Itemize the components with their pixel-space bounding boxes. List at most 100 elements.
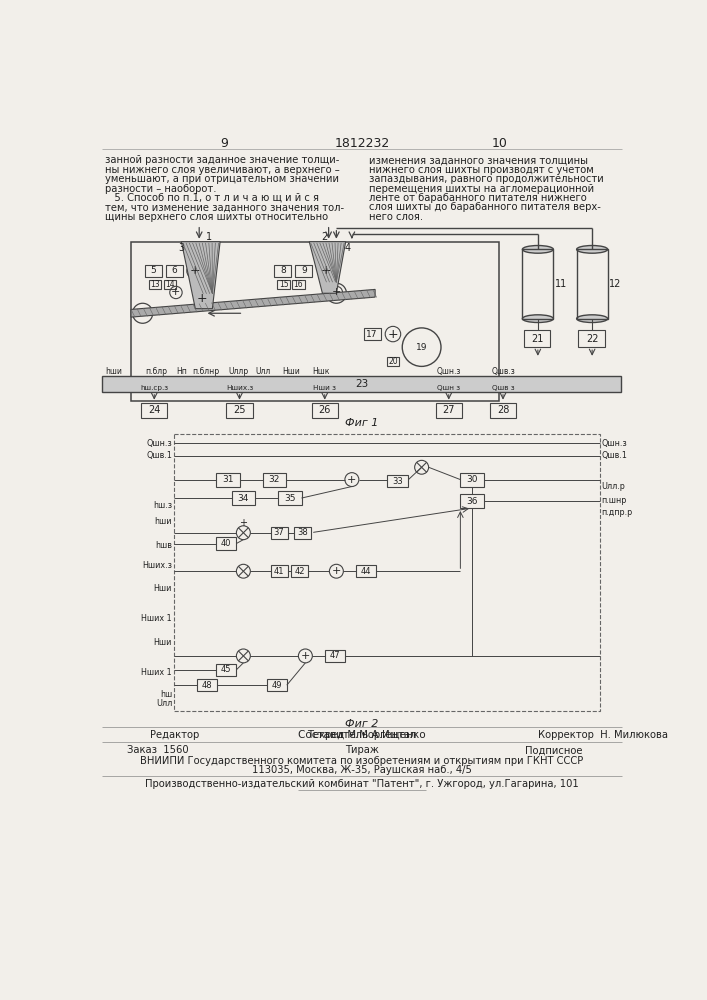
Bar: [103, 376, 621, 392]
Text: ны нижнего слоя увеличивают, а верхнего –: ны нижнего слоя увеличивают, а верхнего …: [105, 165, 340, 175]
Polygon shape: [131, 289, 375, 317]
Bar: [460, 494, 484, 508]
Bar: [197, 679, 217, 691]
Text: Qшн з: Qшн з: [437, 385, 460, 391]
Text: +: +: [321, 264, 332, 277]
Ellipse shape: [522, 246, 554, 253]
Bar: [263, 473, 286, 487]
Bar: [577, 249, 607, 319]
Text: 13: 13: [150, 280, 160, 289]
Text: 24: 24: [148, 405, 160, 415]
Text: Qшв з: Qшв з: [491, 385, 514, 391]
Text: ленте от барабанного питателя нижнего: ленте от барабанного питателя нижнего: [369, 193, 587, 203]
Bar: [174, 434, 600, 711]
Text: 11: 11: [555, 279, 567, 289]
Text: 10: 10: [491, 137, 507, 150]
Text: Нши з: Нши з: [313, 385, 337, 391]
Bar: [166, 265, 183, 277]
Text: Подписное: Подписное: [525, 745, 582, 755]
Text: 14: 14: [165, 280, 175, 289]
Text: Нши: Нши: [153, 638, 172, 647]
Bar: [292, 280, 305, 289]
Bar: [387, 357, 399, 366]
Text: +: +: [332, 566, 341, 576]
Bar: [436, 403, 462, 418]
Text: 31: 31: [222, 475, 233, 484]
Text: 1: 1: [206, 232, 212, 242]
Text: hш.з: hш.з: [153, 500, 172, 510]
Text: +: +: [347, 475, 356, 485]
Text: Корректор  Н. Милюкова: Корректор Н. Милюкова: [538, 730, 668, 740]
Bar: [274, 265, 291, 277]
Bar: [271, 565, 288, 577]
Text: перемещения шихты на агломерационной: перемещения шихты на агломерационной: [369, 184, 594, 194]
Text: 8: 8: [280, 266, 286, 275]
Text: 26: 26: [319, 405, 331, 415]
Text: Фиг 2: Фиг 2: [345, 719, 379, 729]
Bar: [356, 565, 376, 577]
Text: п.шнр: п.шнр: [602, 496, 627, 505]
Text: 6: 6: [172, 266, 177, 275]
Text: щины верхнего слоя шихты относительно: щины верхнего слоя шихты относительно: [105, 212, 329, 222]
Text: нижнего слоя шихты производят с учетом: нижнего слоя шихты производят с учетом: [369, 165, 594, 175]
Text: 35: 35: [284, 494, 296, 503]
Text: 20: 20: [388, 357, 398, 366]
Text: изменения заданного значения толщины: изменения заданного значения толщины: [369, 155, 588, 165]
Text: 2: 2: [321, 232, 327, 242]
Bar: [293, 527, 311, 539]
Text: Нп: Нп: [176, 367, 187, 376]
Text: hшв: hшв: [155, 541, 172, 550]
Bar: [232, 491, 255, 505]
Text: 22: 22: [586, 334, 598, 344]
Text: +: +: [387, 328, 398, 341]
Text: Нших.з: Нших.з: [226, 385, 253, 391]
Text: +: +: [240, 518, 247, 528]
Text: +: +: [332, 287, 341, 297]
Text: Ншк: Ншк: [312, 367, 329, 376]
Text: 21: 21: [532, 334, 544, 344]
Text: hш.ср.з: hш.ср.з: [140, 385, 168, 391]
Text: 9: 9: [220, 137, 228, 150]
Bar: [216, 537, 236, 550]
Text: 12: 12: [609, 279, 621, 289]
Text: 15: 15: [279, 280, 288, 289]
Text: Заказ  1560: Заказ 1560: [127, 745, 189, 755]
Bar: [296, 265, 312, 277]
Text: Нших 1: Нших 1: [141, 668, 172, 677]
Bar: [279, 491, 301, 505]
Text: 27: 27: [443, 405, 455, 415]
Text: Составитель А.Ищенко: Составитель А.Ищенко: [298, 730, 426, 740]
Bar: [226, 403, 252, 418]
Text: 30: 30: [466, 475, 478, 484]
Text: Фиг 1: Фиг 1: [345, 418, 379, 428]
Text: 16: 16: [293, 280, 303, 289]
Text: 17: 17: [366, 330, 378, 339]
Text: Нших 1: Нших 1: [141, 614, 172, 623]
Text: 32: 32: [269, 475, 280, 484]
Text: Qшн.з: Qшн.з: [146, 439, 172, 448]
Text: 34: 34: [238, 494, 249, 503]
Text: Qшн.з: Qшн.з: [436, 367, 461, 376]
Ellipse shape: [577, 246, 607, 253]
Text: слоя шихты до барабанного питателя верх-: слоя шихты до барабанного питателя верх-: [369, 202, 601, 212]
Text: 38: 38: [297, 528, 308, 537]
Text: Uлл: Uлл: [156, 699, 172, 708]
Text: hши: hши: [105, 367, 122, 376]
Text: 37: 37: [274, 528, 284, 537]
Text: 40: 40: [221, 539, 232, 548]
Polygon shape: [309, 242, 346, 293]
Text: п.блнр: п.блнр: [192, 367, 220, 376]
Text: 113035, Москва, Ж-35, Раушская наб., 4/5: 113035, Москва, Ж-35, Раушская наб., 4/5: [252, 765, 472, 775]
Text: 5. Способ по п.1, о т л и ч а ю щ и й с я: 5. Способ по п.1, о т л и ч а ю щ и й с …: [105, 193, 320, 203]
Bar: [325, 650, 345, 662]
Bar: [267, 679, 287, 691]
Text: +: +: [189, 264, 200, 277]
Ellipse shape: [577, 315, 607, 323]
Text: Uлл: Uлл: [255, 367, 270, 376]
Bar: [460, 473, 484, 487]
Text: 28: 28: [497, 405, 509, 415]
Text: 44: 44: [361, 567, 371, 576]
Text: Производственно-издательский комбинат "Патент", г. Ужгород, ул.Гагарина, 101: Производственно-издательский комбинат "П…: [145, 779, 579, 789]
Text: Qшв.з: Qшв.з: [491, 367, 515, 376]
Text: Нших.з: Нших.з: [142, 561, 172, 570]
